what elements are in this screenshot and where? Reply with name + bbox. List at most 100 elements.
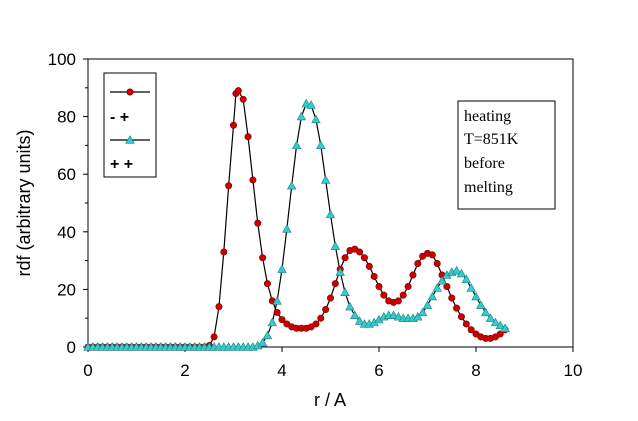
data-point-series-1: [370, 272, 378, 280]
legend-marker: [125, 135, 135, 144]
x-axis-label: r / A: [314, 390, 346, 410]
data-point-series-2: [413, 311, 423, 321]
data-point-series-2: [272, 296, 282, 305]
data-point-series-1: [360, 254, 368, 262]
data-point-series-2: [320, 175, 331, 184]
data-point-series-1: [356, 248, 364, 256]
y-tick-label: 40: [57, 223, 76, 242]
data-point-series-2: [325, 209, 336, 219]
data-point-series-2: [495, 320, 505, 330]
data-point-series-1: [409, 271, 417, 279]
data-point-series-1: [404, 283, 412, 291]
data-point-series-2: [456, 268, 467, 278]
data-point-series-1: [467, 326, 475, 334]
data-point-series-1: [496, 330, 504, 338]
annotation-frame: [457, 100, 556, 210]
y-tick-label: 0: [67, 338, 76, 357]
y-tick-label: 80: [57, 108, 76, 127]
data-point-series-1: [254, 219, 262, 227]
data-point-series-1: [399, 291, 407, 299]
y-tick-label: 20: [57, 280, 76, 299]
data-point-series-1: [448, 294, 456, 302]
data-point-series-2: [461, 274, 472, 283]
data-point-series-2: [480, 307, 491, 317]
data-point-series-2: [282, 224, 292, 233]
data-point-series-2: [432, 283, 442, 292]
x-tick-label: 8: [471, 361, 480, 380]
data-point-series-2: [301, 98, 311, 108]
data-point-series-1: [273, 308, 281, 316]
data-point-series-1: [278, 316, 286, 324]
data-point-series-2: [296, 111, 307, 121]
data-point-series-2: [476, 300, 486, 309]
data-point-series-2: [277, 264, 287, 273]
data-point-series-1: [428, 251, 436, 259]
data-point-series-1: [433, 259, 441, 267]
data-point-series-2: [451, 265, 462, 275]
data-point-series-2: [267, 317, 278, 327]
data-point-series-1: [462, 320, 470, 328]
legend-marker: [126, 88, 134, 96]
data-point-series-1: [326, 294, 334, 302]
legend-label: + +: [110, 156, 133, 173]
data-point-series-1: [322, 306, 330, 314]
data-point-series-2: [422, 300, 433, 309]
data-point-series-1: [249, 176, 257, 184]
y-tick-label: 100: [48, 50, 76, 69]
data-point-series-2: [485, 313, 496, 322]
data-point-series-1: [220, 248, 228, 256]
series-markers: [83, 87, 510, 351]
annotation-line-1: heating: [464, 108, 511, 125]
data-point-series-2: [471, 291, 481, 301]
data-point-series-2: [316, 140, 326, 150]
y-axis: 0 20 40 60 80 100: [48, 50, 88, 357]
data-point-series-2: [490, 317, 501, 327]
data-point-series-2: [262, 330, 273, 340]
data-point-series-2: [427, 291, 438, 301]
data-point-series-1: [414, 259, 422, 267]
data-point-series-1: [331, 280, 339, 288]
x-tick-label: 2: [180, 361, 189, 380]
annotation-box: heating T=851K before melting: [457, 100, 556, 210]
data-point-series-2: [340, 287, 350, 296]
data-point-series-2: [345, 301, 355, 311]
data-point-series-2: [388, 310, 399, 319]
data-point-series-2: [257, 337, 268, 347]
data-point-series-1: [341, 254, 349, 262]
data-point-series-2: [311, 114, 321, 124]
data-point-series-1: [234, 87, 242, 95]
x-tick-label: 6: [374, 361, 383, 380]
legend-label: - +: [110, 109, 129, 126]
annotation-line-4: melting: [464, 179, 513, 196]
x-tick-label: 10: [564, 361, 583, 380]
x-axis: 0 2 4 6 8 10: [83, 347, 582, 380]
data-point-series-1: [380, 291, 388, 299]
data-point-series-1: [230, 121, 238, 129]
annotation-line-2: T=851K: [464, 131, 519, 148]
data-point-series-1: [457, 313, 465, 321]
data-point-series-2: [466, 283, 476, 292]
y-axis-label: rdf (arbitrary units): [14, 129, 34, 276]
data-point-series-1: [394, 297, 402, 305]
data-point-series-1: [375, 283, 383, 291]
data-point-series-1: [453, 304, 461, 312]
data-point-series-1: [365, 262, 373, 270]
data-point-series-1: [210, 333, 218, 341]
data-point-series-2: [335, 267, 345, 276]
data-point-series-1: [239, 95, 247, 103]
data-point-series-1: [215, 303, 223, 311]
data-point-series-2: [354, 316, 365, 325]
data-point-series-2: [393, 311, 404, 321]
data-point-series-2: [500, 323, 510, 332]
x-tick-label: 0: [83, 361, 92, 380]
annotation-line-3: before: [464, 155, 505, 172]
data-point-series-2: [330, 241, 341, 250]
data-point-series-1: [317, 314, 325, 322]
data-point-series-1: [443, 283, 451, 291]
data-point-series-2: [306, 100, 316, 109]
data-point-series-2: [417, 307, 428, 317]
data-point-series-1: [225, 182, 233, 190]
data-point-series-2: [437, 275, 447, 285]
data-point-series-1: [259, 254, 267, 262]
